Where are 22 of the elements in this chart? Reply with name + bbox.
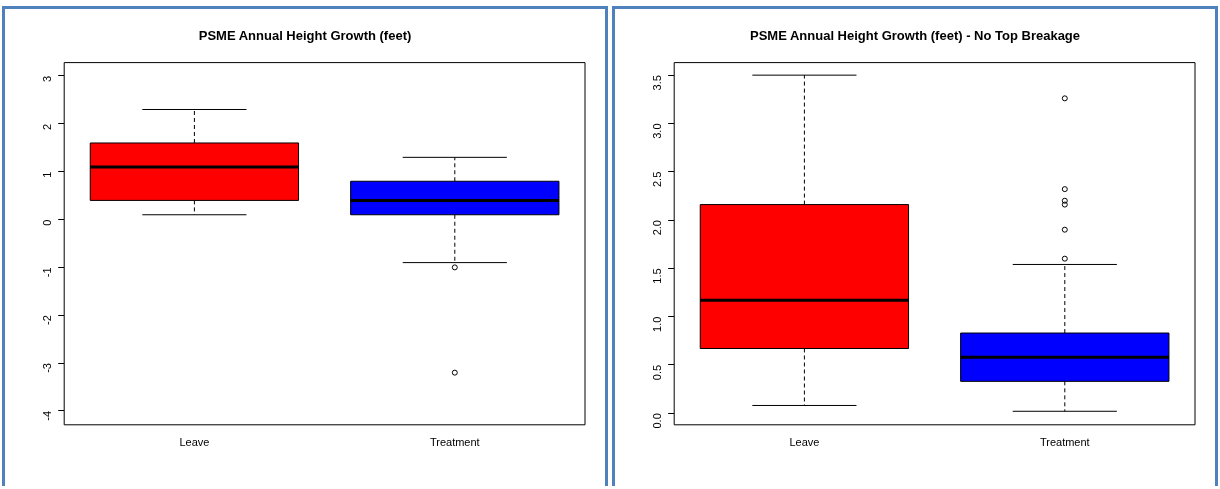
y-tick-label: 3.5 — [651, 75, 664, 91]
y-tick-label: 3.0 — [651, 123, 664, 139]
x-tick-label: Treatment — [1039, 436, 1090, 449]
y-tick-label: -2 — [41, 315, 54, 326]
y-tick-label: 3 — [41, 76, 54, 83]
y-tick-label: 2 — [41, 123, 54, 130]
y-tick-label: -3 — [41, 363, 54, 373]
chart-title: PSME Annual Height Growth (feet) — [198, 28, 412, 44]
y-tick-label: 2.5 — [651, 171, 664, 188]
y-tick-label: 0.5 — [651, 364, 664, 381]
x-tick-label: Treatment — [429, 436, 480, 449]
y-tick-label: -1 — [41, 267, 54, 278]
y-tick-label: 1.5 — [651, 268, 664, 284]
x-tick-label: Leave — [179, 436, 210, 449]
y-tick-label: 2.0 — [651, 220, 664, 236]
chart-title: PSME Annual Height Growth (feet) - No Top Breakage — [749, 28, 1081, 44]
y-tick-label: 0 — [41, 219, 54, 226]
y-tick-label: 1.0 — [651, 316, 664, 332]
y-tick-label: -4 — [41, 410, 54, 421]
y-tick-label: 0.0 — [651, 413, 664, 429]
y-tick-label: 1 — [41, 171, 54, 178]
x-tick-label: Leave — [789, 436, 820, 449]
